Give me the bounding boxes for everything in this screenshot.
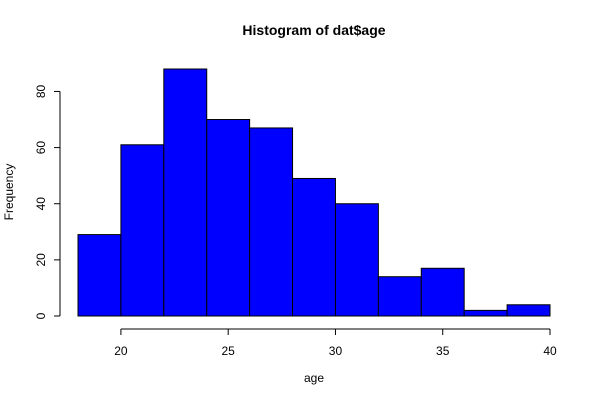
- histogram-bar: [249, 127, 294, 317]
- histogram-bar: [77, 234, 122, 317]
- histogram-bar: [377, 276, 422, 317]
- y-tick-label: 80: [34, 84, 48, 98]
- histogram-bar: [120, 144, 165, 317]
- x-tick-label: 25: [222, 344, 236, 358]
- histogram-bar: [206, 119, 251, 317]
- x-tick-label: 40: [543, 344, 557, 358]
- histogram-bar: [334, 203, 379, 317]
- x-axis-label: age: [304, 371, 324, 385]
- y-axis: 0 20 40 60 80: [34, 84, 61, 319]
- histogram-bar: [463, 309, 508, 317]
- histogram-bar: [292, 177, 336, 317]
- histogram-bar: [506, 304, 551, 317]
- bars-group: [77, 68, 551, 317]
- x-tick-label: 35: [436, 344, 450, 358]
- y-tick-label: 60: [34, 141, 48, 155]
- x-tick-label: 30: [329, 344, 343, 358]
- y-tick-label: 40: [34, 197, 48, 211]
- histogram-bar: [420, 267, 465, 317]
- y-tick-label: 0: [34, 312, 48, 319]
- y-axis-label: Frequency: [2, 164, 16, 221]
- x-axis: 20 25 30 35 40: [114, 328, 557, 358]
- y-tick-label: 20: [34, 253, 48, 267]
- x-tick-label: 20: [114, 344, 128, 358]
- chart-title: Histogram of dat$age: [242, 22, 385, 38]
- histogram-bar: [163, 68, 208, 317]
